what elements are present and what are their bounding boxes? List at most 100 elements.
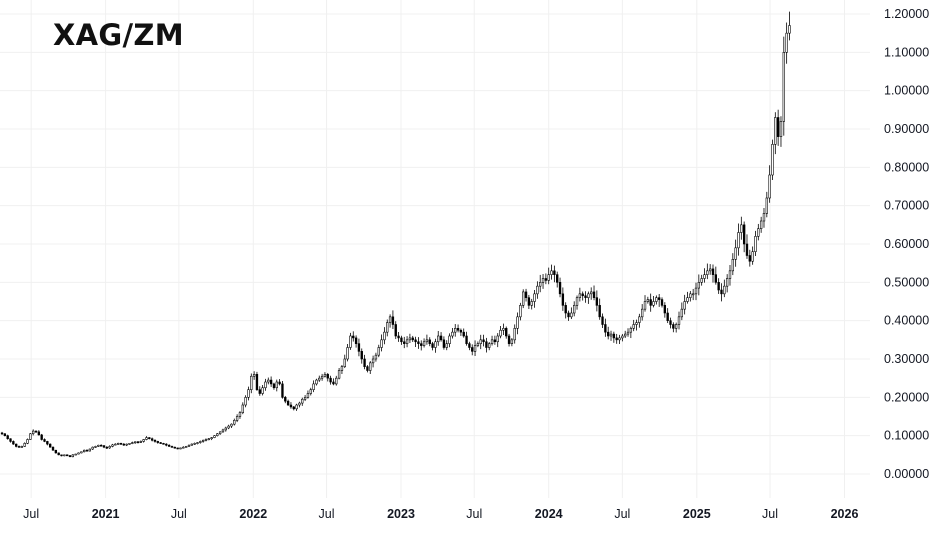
candle [74,453,77,456]
candle-body-up [261,387,264,394]
candle-body-up [241,404,244,413]
candle [292,406,295,411]
candle [408,333,412,343]
candle-body-down [748,255,751,262]
candle-body-down [465,335,468,344]
candle-body-down [601,316,604,325]
candle-body-down [102,445,106,448]
candle [788,11,791,41]
candle-body-up [82,449,86,453]
candle-body-down [156,441,159,443]
candle [683,294,686,315]
candle-body-up [63,454,66,457]
y-tick-label: 0.50000 [884,275,929,289]
candle [488,342,491,351]
candle [700,274,703,286]
candle [445,340,448,351]
candle [439,332,443,342]
candle [748,249,751,267]
x-tick-label: Jul [319,507,335,521]
candle-body-up [488,343,491,348]
candle [522,289,525,309]
candle [162,442,165,445]
candle-body-down [286,400,290,406]
candle-body-up [349,335,352,348]
candle [757,223,760,241]
candle [210,437,213,441]
y-tick-label: 0.70000 [884,199,929,213]
candle [499,325,502,339]
candle-body-up [536,285,539,295]
candle [686,291,689,304]
candle-body-up [320,375,324,379]
candle [550,264,553,280]
candle-body-down [553,270,556,275]
candle-body-down [657,297,661,300]
candle [575,295,579,310]
candle [680,302,684,321]
candle-body-down [65,454,69,457]
candle [48,443,52,448]
candle [641,304,644,321]
candle [652,296,655,308]
candle-body-up [312,383,315,390]
candle [731,253,735,276]
x-tick-label: Jul [23,507,39,521]
candle [386,319,389,337]
candle-body-up [335,377,338,385]
y-tick-label: 0.40000 [884,314,929,328]
x-axis[interactable]: Jul 2021 Jul 2022 Jul 2023 Jul 2024 Jul 2025 Jul 20… [23,507,858,521]
candle [762,208,766,228]
candle-body-up [343,358,346,367]
y-tick-label: 0.80000 [884,160,929,174]
candle [82,449,86,453]
candle [335,375,338,386]
candle [105,446,109,450]
candle-body-down [660,299,664,306]
candle-body-down [607,331,610,337]
x-tick-label: 2021 [92,507,120,521]
candle [618,334,621,344]
candle [473,340,477,357]
candle [116,442,120,445]
candle-body-up [609,333,613,337]
candle [740,216,743,240]
candle-body-up [179,447,182,450]
candle-body-up [29,433,32,440]
candle [34,430,38,433]
candle [745,234,749,259]
candle-body-up [587,293,590,298]
candle [374,352,378,362]
candle [366,365,369,373]
candle-body-down [493,339,497,343]
candle [114,443,117,446]
grid-lines [0,0,870,498]
candle-body-up [751,251,754,262]
candle-body-down [471,347,474,352]
chart-title: XAG/ZM [53,18,184,52]
candle [638,313,641,328]
candle-body-down [742,224,746,245]
candle-body-up [252,374,256,377]
candle [131,441,134,445]
candle-body-up [340,366,344,371]
candle [544,273,548,285]
candle-body-down [289,404,293,408]
candle-body-up [91,446,94,450]
candle-body-down [281,383,284,398]
candlestick-series [0,11,791,458]
candle [587,291,590,304]
candle [133,441,137,444]
candle [150,437,154,442]
y-axis[interactable]: 1.20000 1.10000 1.00000 0.90000 0.80000 0.700… [884,7,929,481]
candle-body-up [77,452,80,455]
candle-body-up [315,379,318,385]
candle [454,324,457,337]
candle-body-up [244,397,247,406]
candle [420,340,423,351]
candle-body-up [264,381,267,389]
candle [128,442,131,445]
x-tick-label: 2026 [831,507,859,521]
